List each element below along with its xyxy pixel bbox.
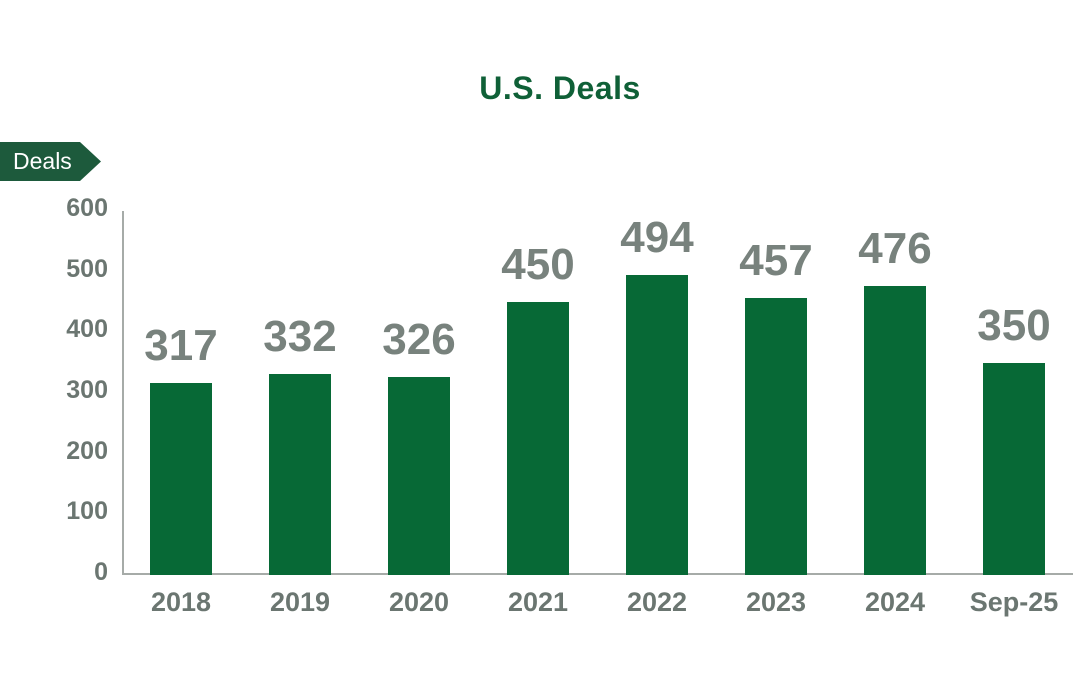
bar-sep-25 <box>983 362 1045 575</box>
plot-area <box>122 211 1073 575</box>
y-tick-label-500: 500 <box>66 254 108 283</box>
bar-2020 <box>388 377 450 575</box>
bar-value-2023: 457 <box>739 235 813 285</box>
bar-2024 <box>864 286 926 575</box>
bar-2023 <box>745 297 807 575</box>
y-tick-label-400: 400 <box>66 315 108 344</box>
y-tick-label-300: 300 <box>66 376 108 404</box>
chart-title: U.S. Deals <box>479 70 641 106</box>
bar-value-2024: 476 <box>858 224 932 274</box>
x-tick-label-2024: 2024 <box>864 587 926 617</box>
bar-value-2022: 494 <box>620 213 694 263</box>
deals-tag-label: Deals <box>13 148 72 174</box>
x-tick-label-2021: 2021 <box>507 587 569 617</box>
y-tick-label-600: 600 <box>66 194 108 222</box>
x-tick-label-2020: 2020 <box>388 587 450 617</box>
x-tick-label-sep-25: Sep-25 <box>969 587 1059 617</box>
bar-2021 <box>507 302 569 575</box>
bar-value-2018: 317 <box>144 320 218 370</box>
y-tick-label-100: 100 <box>66 497 108 526</box>
bar-value-2021: 450 <box>501 240 575 289</box>
bar-value-2020: 326 <box>382 315 456 365</box>
deals-tag-arrow: Deals <box>0 142 101 181</box>
y-tick-label-0: 0 <box>94 558 108 586</box>
bar-2022 <box>626 275 688 575</box>
x-tick-label-2018: 2018 <box>150 587 212 617</box>
x-tick-label-2022: 2022 <box>626 587 688 617</box>
bar-2018 <box>150 382 212 575</box>
bar-value-2019: 332 <box>263 311 337 361</box>
bar-2019 <box>269 373 331 575</box>
y-tick-label-200: 200 <box>66 436 108 465</box>
bar-value-sep-25: 350 <box>977 300 1051 350</box>
x-tick-label-2023: 2023 <box>745 587 807 617</box>
x-tick-label-2019: 2019 <box>269 587 331 617</box>
